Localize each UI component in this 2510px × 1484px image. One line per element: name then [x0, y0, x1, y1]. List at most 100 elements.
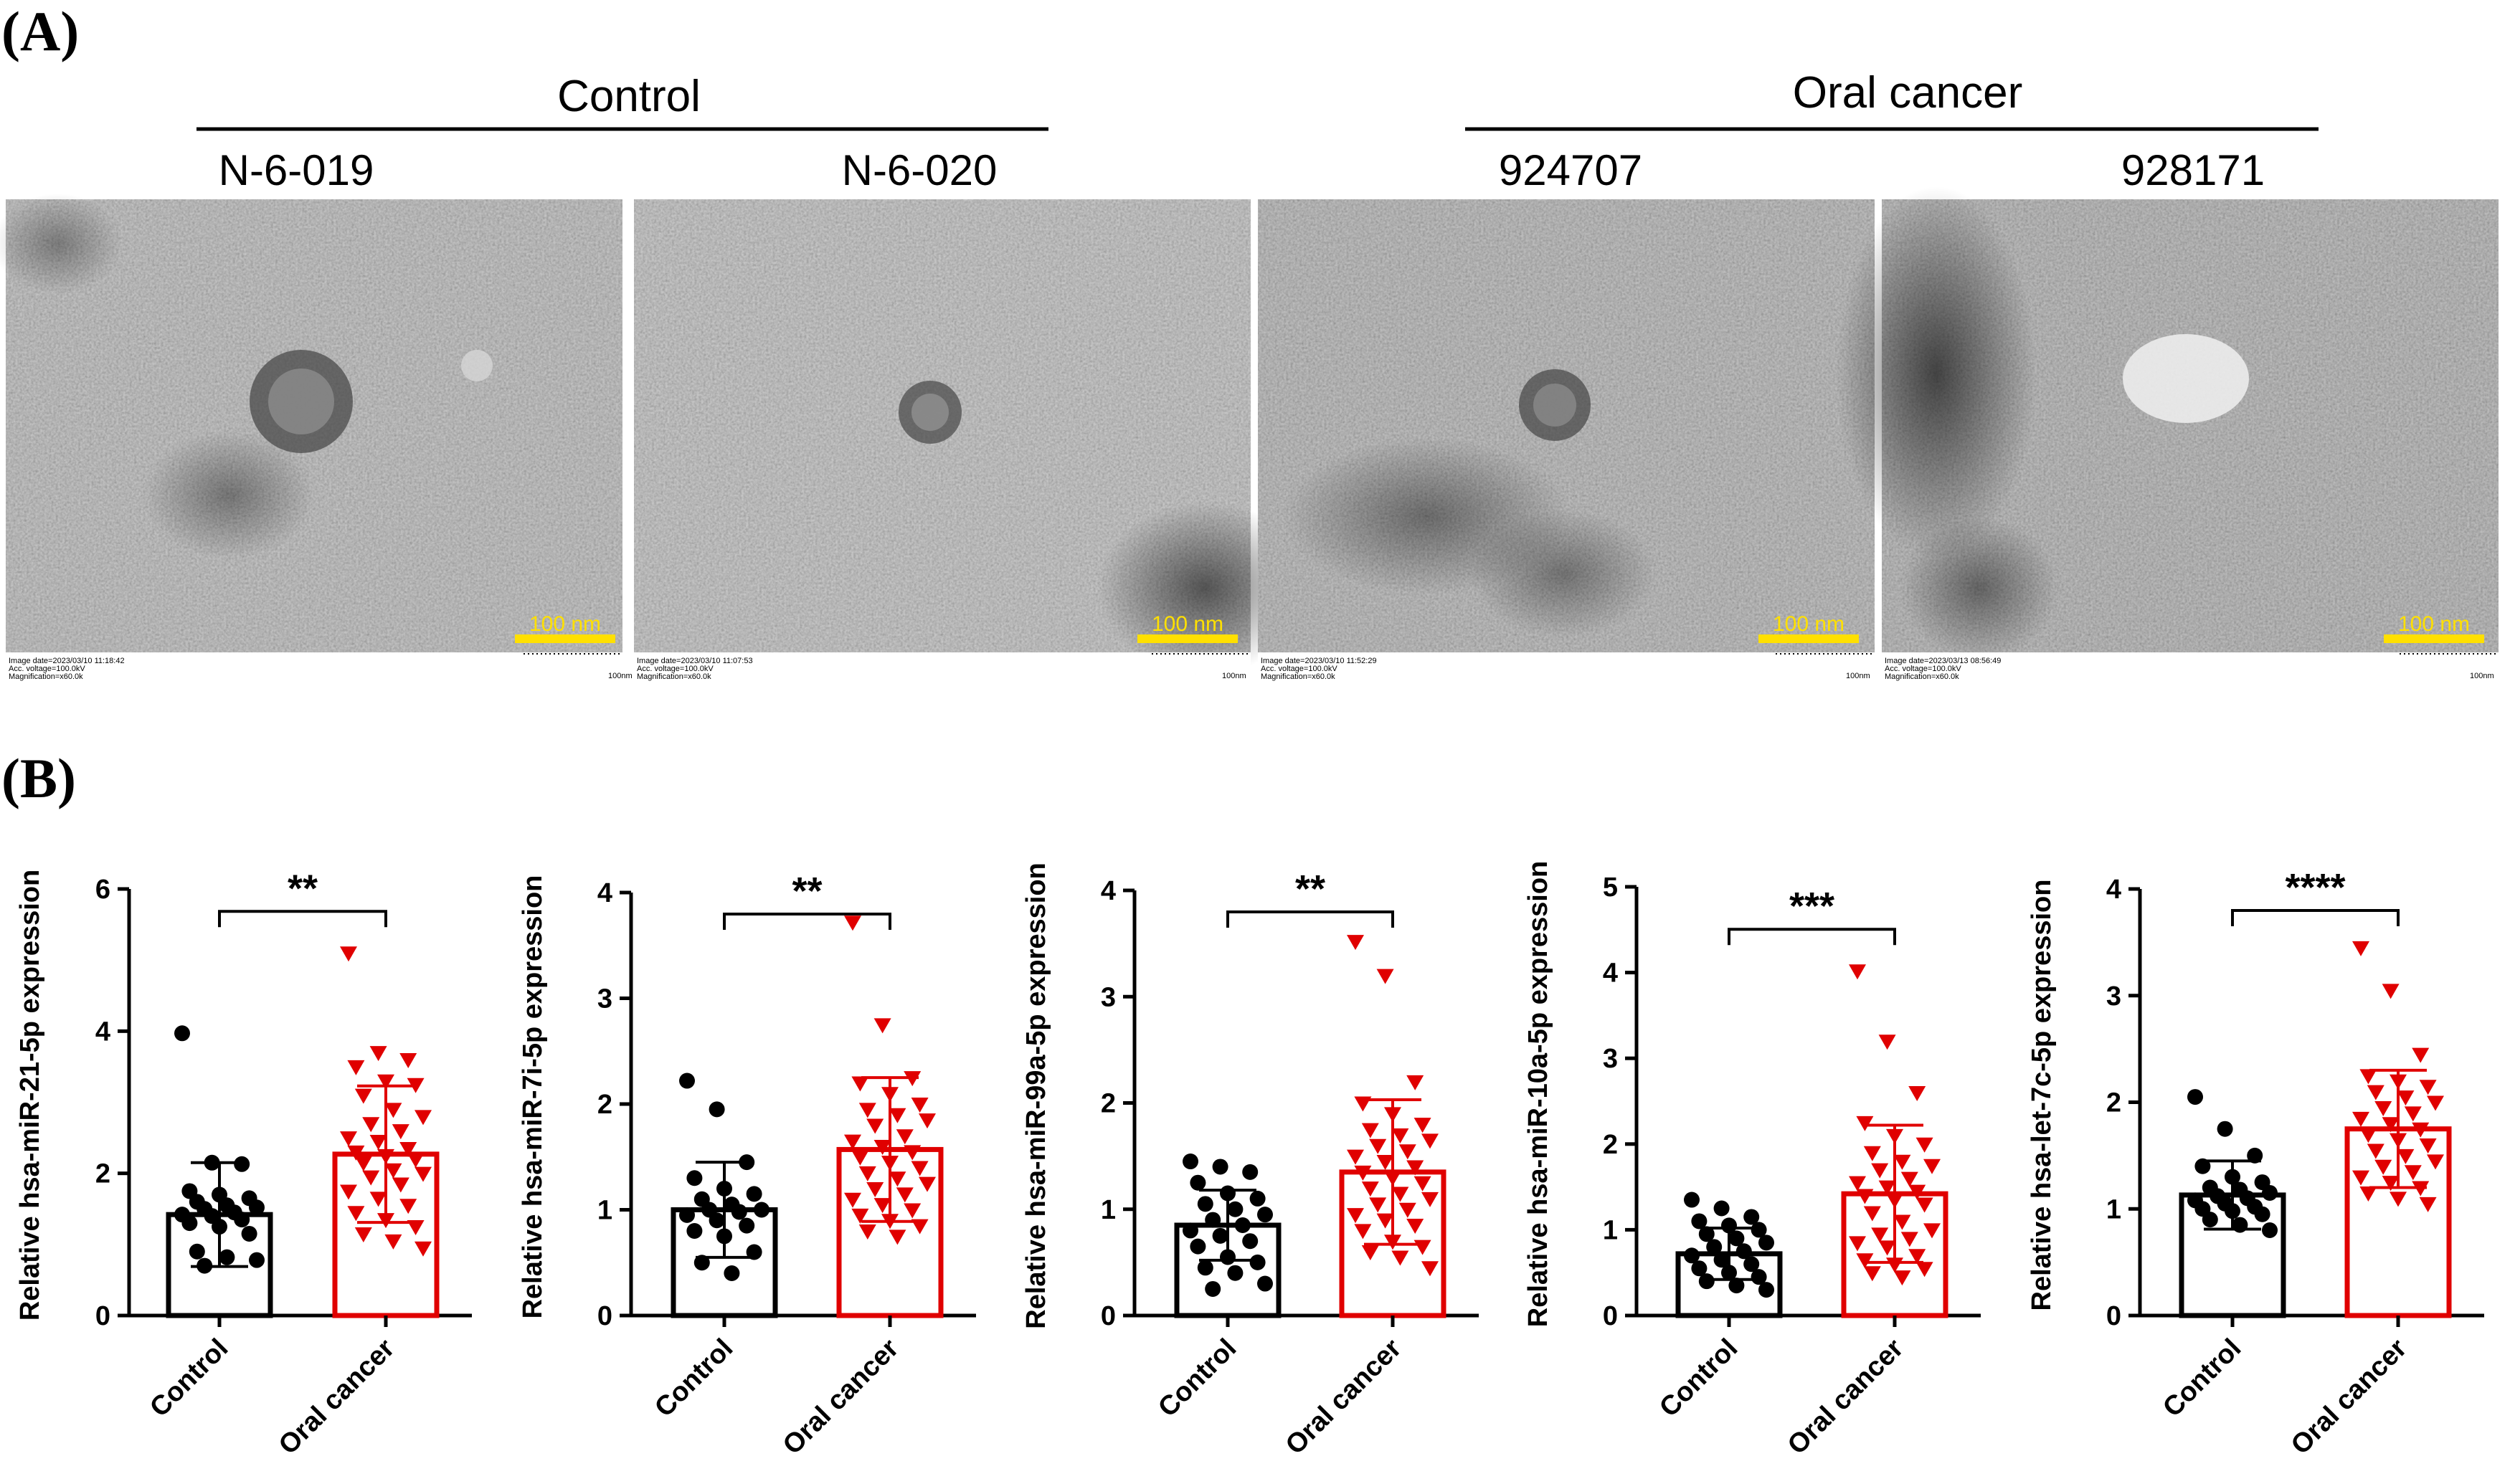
data-point — [2382, 1176, 2400, 1192]
image-meta-voltage: Acc. voltage=100.0kV — [9, 665, 85, 673]
data-point — [1421, 1192, 1439, 1207]
data-point — [679, 1207, 695, 1223]
data-point — [340, 1184, 357, 1200]
data-point — [1856, 1253, 1874, 1269]
x-tick-label: Oral cancer — [1782, 1333, 1910, 1461]
data-point — [679, 1072, 695, 1089]
data-point — [858, 1103, 876, 1118]
significance-bracket — [2231, 909, 2400, 926]
image-meta-date: Image date=2023/03/10 11:18:42 — [9, 657, 125, 665]
data-point — [911, 1219, 929, 1235]
data-point — [1713, 1200, 1730, 1217]
image-meta-magnification: Magnification=x60.0k — [637, 672, 711, 681]
data-point — [1915, 1262, 1933, 1278]
data-point — [2352, 941, 2369, 956]
data-point — [1242, 1233, 1259, 1250]
data-point — [1856, 1189, 1874, 1204]
data-point — [347, 1206, 365, 1222]
data-point — [1391, 1186, 1409, 1202]
y-tick-label: 4 — [1101, 876, 1116, 906]
data-point — [858, 1224, 876, 1240]
data-point — [384, 1163, 402, 1179]
data-point — [347, 1060, 365, 1075]
data-point — [1849, 964, 1866, 980]
data-point — [1197, 1196, 1213, 1212]
data-point — [709, 1101, 725, 1118]
significance-bracket — [1728, 928, 1896, 946]
data-point — [686, 1170, 703, 1186]
data-point — [896, 1129, 914, 1145]
data-point — [911, 1161, 929, 1176]
x-tick-label: Control — [144, 1333, 234, 1423]
data-point — [219, 1249, 235, 1265]
x-tick-label: Control — [2157, 1333, 2247, 1423]
data-point — [1893, 1214, 1911, 1230]
data-point — [2412, 1047, 2430, 1063]
data-point — [1728, 1278, 1745, 1294]
sample-label-2: N-6-020 — [842, 146, 998, 194]
data-point — [1863, 1206, 1881, 1222]
data-point — [904, 1145, 922, 1161]
data-point — [2352, 1170, 2369, 1186]
data-point — [1190, 1174, 1206, 1191]
y-axis-label: Relative hsa-miR-10a-5p expression — [1523, 861, 1553, 1328]
y-axis-label: Relative hsa-let-7c-5p expression — [2027, 880, 2057, 1311]
data-point — [1361, 1181, 1379, 1197]
y-tick-label: 4 — [2106, 875, 2121, 905]
data-point — [1249, 1190, 1266, 1207]
data-point — [2187, 1089, 2203, 1105]
data-point — [2397, 1148, 2415, 1164]
data-point — [889, 1229, 906, 1245]
data-point — [2397, 1090, 2415, 1106]
data-point — [362, 1170, 380, 1186]
data-point — [354, 1156, 372, 1171]
data-point — [1871, 1227, 1889, 1243]
y-tick-label: 4 — [95, 1017, 110, 1047]
data-point — [377, 1074, 394, 1090]
data-point — [399, 1053, 417, 1068]
data-point — [1915, 1197, 1933, 1213]
data-point — [399, 1199, 417, 1214]
sample-label-4: 928171 — [2121, 146, 2265, 194]
y-tick-label: 0 — [2106, 1301, 2121, 1331]
data-point — [2359, 1186, 2377, 1202]
y-tick-label: 5 — [1603, 872, 1618, 903]
data-point — [2359, 1069, 2377, 1085]
data-point — [746, 1186, 762, 1202]
data-point — [399, 1141, 417, 1157]
data-point — [1347, 1149, 1364, 1165]
data-point — [1354, 1165, 1372, 1181]
data-point — [2367, 1143, 2384, 1159]
data-point — [889, 1108, 906, 1123]
data-point — [362, 1117, 380, 1133]
data-point — [1908, 1086, 1926, 1102]
y-tick-label: 2 — [95, 1159, 110, 1189]
data-point — [1893, 1154, 1911, 1170]
data-point — [754, 1202, 769, 1218]
image-meta-date: Image date=2023/03/13 08:56:49 — [1885, 657, 2001, 665]
y-tick-label: 0 — [1603, 1301, 1618, 1331]
panel-a-letter: (A) — [1, 0, 79, 62]
data-point — [1691, 1213, 1708, 1229]
data-point — [1376, 1213, 1394, 1229]
data-point — [1421, 1133, 1439, 1149]
chart-2: 0 1 2 3 4 Relative hsa-miR-7i-5p expression Co… — [518, 870, 976, 1460]
image-meta-scale: 100nm — [1846, 672, 1870, 680]
data-point — [1398, 1202, 1416, 1218]
data-point — [234, 1212, 250, 1228]
data-point — [2419, 1138, 2437, 1154]
data-point — [1923, 1223, 1941, 1239]
scale-bar-label: 100 nm — [1152, 612, 1223, 636]
data-point — [407, 1220, 425, 1236]
data-point — [1391, 1128, 1409, 1143]
data-point — [249, 1199, 265, 1216]
data-point — [1376, 1155, 1394, 1171]
data-point — [1406, 1160, 1424, 1176]
data-point — [2254, 1206, 2270, 1222]
data-point — [851, 1150, 869, 1166]
data-point — [1758, 1235, 1774, 1251]
data-point — [1849, 1176, 1866, 1192]
tem-image-3: 100 nm Image date=2023/03/10 11:52:29 Ac… — [1258, 199, 1875, 682]
tem-image-4: 100 nm Image date=2023/03/13 08:56:49 Ac… — [1836, 186, 2499, 682]
data-point — [1698, 1226, 1715, 1242]
